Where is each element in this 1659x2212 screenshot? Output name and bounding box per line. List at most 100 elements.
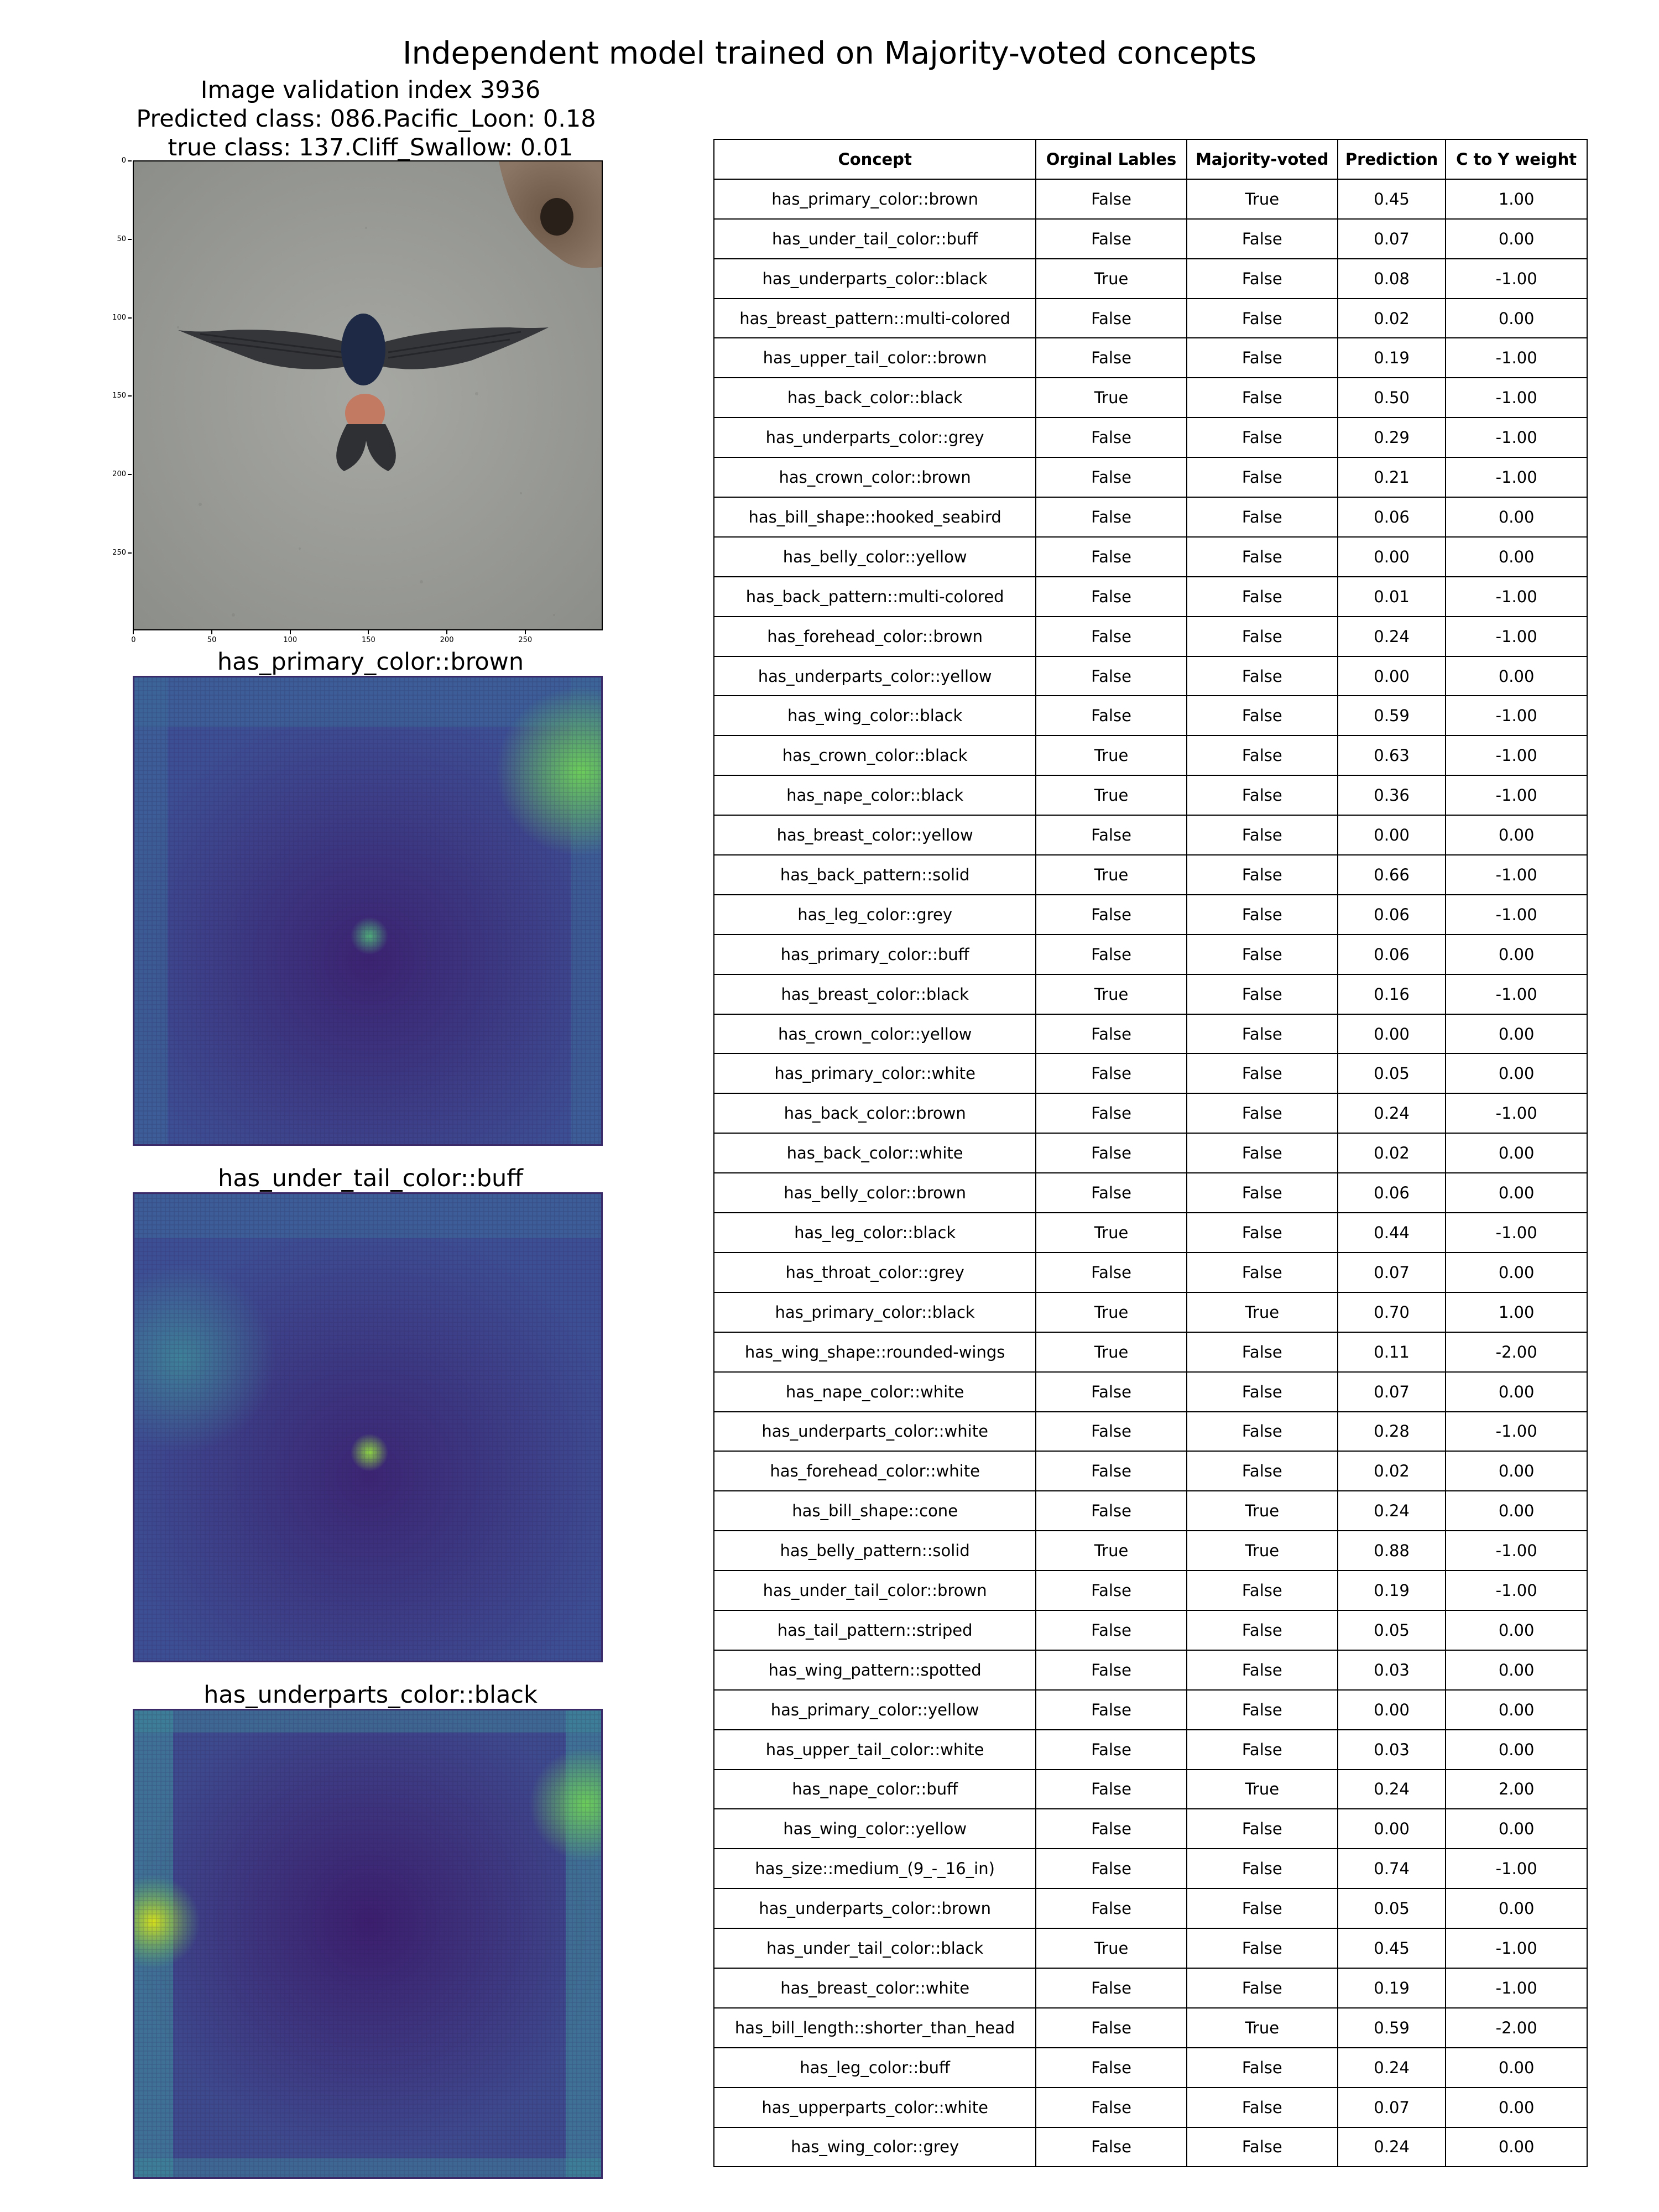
table-cell: False [1186, 218, 1338, 259]
table-row: has_back_color::brown False False 0.24 -1.00 [713, 1093, 1588, 1134]
table-cell: False [1186, 615, 1338, 657]
table-cell: True [1186, 1530, 1338, 1572]
table-cell: has_back_pattern::solid [713, 854, 1037, 895]
table-cell: False [1186, 655, 1338, 697]
table-cell: 0.00 [1445, 1888, 1588, 1929]
table-cell: 0.05 [1337, 1053, 1447, 1094]
table-cell: 0.07 [1337, 218, 1447, 259]
heatmap-primary-color-brown [133, 676, 603, 1146]
table-cell: False [1035, 497, 1187, 538]
table-cell: False [1186, 1172, 1338, 1214]
table-cell: has_upperparts_color::white [713, 2086, 1037, 2128]
table-cell: False [1035, 457, 1187, 498]
table-cell: 0.05 [1337, 1888, 1447, 1929]
table-header-row: Concept Orginal Lables Majority-voted Predi… [713, 139, 1588, 180]
table-row: has_wing_pattern::spotted False False 0.03 0… [713, 1649, 1588, 1691]
table-cell: False [1035, 2047, 1187, 2088]
y-tick-label: 0 [104, 156, 132, 165]
table-cell: False [1186, 1251, 1338, 1293]
table-cell: False [1186, 1570, 1338, 1611]
table-cell: 0.00 [1337, 1013, 1447, 1055]
table-cell: has_forehead_color::white [713, 1451, 1037, 1492]
table-cell: False [1186, 576, 1338, 617]
table-cell: False [1186, 1689, 1338, 1730]
table-row: has_nape_color::white False False 0.07 0.00 [713, 1371, 1588, 1412]
table-cell: False [1186, 377, 1338, 419]
table-cell: has_throat_color::grey [713, 1251, 1037, 1293]
table-cell: 0.63 [1337, 735, 1447, 776]
table-cell: 0.08 [1337, 258, 1447, 299]
table-cell: 0.21 [1337, 457, 1447, 498]
table-cell: False [1186, 457, 1338, 498]
table-body: has_primary_color::brown False True 0.45 1.0… [713, 178, 1588, 2168]
table-cell: False [1035, 2086, 1187, 2128]
table-cell: 0.00 [1445, 815, 1588, 856]
table-row: has_under_tail_color::brown False False 0.1… [713, 1570, 1588, 1611]
table-cell: 0.24 [1337, 1490, 1447, 1532]
table-cell: 0.00 [1445, 2047, 1588, 2088]
table-cell: 0.66 [1337, 854, 1447, 895]
table-cell: False [1186, 933, 1338, 975]
table-cell: -1.00 [1445, 1928, 1588, 1969]
table-cell: False [1035, 417, 1187, 458]
table-cell: True [1035, 377, 1187, 419]
table-cell: False [1186, 1609, 1338, 1651]
column-header: Orginal Lables [1035, 139, 1187, 180]
table-cell: -1.00 [1445, 894, 1588, 935]
table-row: has_underparts_color::grey False False 0.29… [713, 417, 1588, 458]
table-cell: has_underparts_color::brown [713, 1888, 1037, 1929]
table-row: has_breast_color::white False False 0.19 -1.… [713, 1967, 1588, 2008]
table-cell: 0.24 [1337, 1768, 1447, 1810]
table-cell: True [1035, 775, 1187, 816]
table-cell: False [1035, 298, 1187, 339]
table-cell: has_underparts_color::grey [713, 417, 1037, 458]
table-cell: has_primary_color::black [713, 1291, 1037, 1333]
table-cell: -1.00 [1445, 337, 1588, 379]
table-cell: has_wing_shape::rounded-wings [713, 1331, 1037, 1373]
table-cell: False [1035, 337, 1187, 379]
table-cell: False [1186, 854, 1338, 895]
table-cell: False [1186, 1371, 1338, 1412]
table-row: has_primary_color::yellow False False 0.00 0… [713, 1689, 1588, 1730]
table-cell: -1.00 [1445, 576, 1588, 617]
table-cell: has_belly_color::brown [713, 1172, 1037, 1214]
table-cell: 1.00 [1445, 1291, 1588, 1333]
table-cell: has_underparts_color::yellow [713, 655, 1037, 697]
table-cell: 0.00 [1445, 655, 1588, 697]
table-row: has_back_pattern::multi-colored False Fals… [713, 576, 1588, 617]
table-cell: 0.01 [1337, 576, 1447, 617]
table-cell: has_breast_pattern::multi-colored [713, 298, 1037, 339]
x-tick-mark [289, 630, 291, 634]
table-cell: False [1186, 417, 1338, 458]
table-cell: 0.00 [1445, 933, 1588, 975]
table-cell: False [1035, 218, 1187, 259]
table-cell: False [1186, 258, 1338, 299]
table-cell: False [1186, 298, 1338, 339]
table-cell: has_breast_color::yellow [713, 815, 1037, 856]
table-cell: -1.00 [1445, 417, 1588, 458]
table-cell: 0.24 [1337, 2126, 1447, 2168]
table-cell: False [1035, 1411, 1187, 1452]
table-cell: True [1186, 2007, 1338, 2048]
table-cell: -1.00 [1445, 1570, 1588, 1611]
table-cell: 0.44 [1337, 1212, 1447, 1253]
table-cell: 0.00 [1445, 1053, 1588, 1094]
table-cell: has_under_tail_color::black [713, 1928, 1037, 1969]
table-cell: False [1035, 1490, 1187, 1532]
table-cell: False [1035, 1570, 1187, 1611]
column-header: Majority-voted [1186, 139, 1338, 180]
table-cell: 2.00 [1445, 1768, 1588, 1810]
table-cell: 0.06 [1337, 1172, 1447, 1214]
table-row: has_primary_color::buff False False 0.06 0.0… [713, 933, 1588, 975]
table-cell: has_belly_pattern::solid [713, 1530, 1037, 1572]
table-cell: has_wing_pattern::spotted [713, 1649, 1037, 1691]
table-row: has_crown_color::brown False False 0.21 -1.0… [713, 457, 1588, 498]
table-cell: 0.24 [1337, 615, 1447, 657]
x-tick-label: 200 [440, 636, 454, 644]
table-cell: False [1186, 1133, 1338, 1174]
table-cell: True [1186, 1291, 1338, 1333]
table-cell: False [1186, 1331, 1338, 1373]
table-cell: -1.00 [1445, 457, 1588, 498]
table-cell: 0.02 [1337, 1451, 1447, 1492]
table-row: has_size::medium_(9_-_16_in) False False 0.… [713, 1848, 1588, 1890]
